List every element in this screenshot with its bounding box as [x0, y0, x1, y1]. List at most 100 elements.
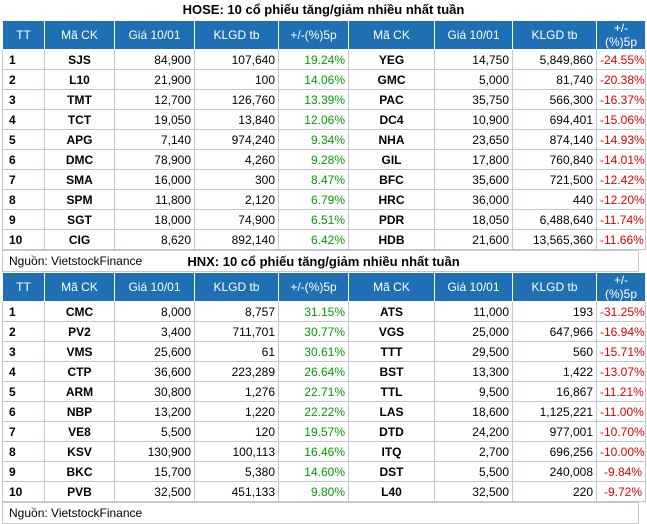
hose-cell-change-loss: -11.74%: [596, 209, 646, 230]
hose-cell-price-loss: 35,600: [434, 169, 513, 190]
hnx-cell-price-gain: 3,400: [114, 321, 195, 342]
hose-cell-rank: 9: [2, 209, 45, 230]
hnx-header-rank: TT: [2, 272, 45, 302]
hnx-cell-price-gain: 130,900: [114, 441, 195, 462]
hnx-cell-volume-loss: 647,966: [512, 321, 597, 342]
hose-cell-code-gain: SGT: [44, 209, 115, 230]
hnx-cell-price-loss: 29,500: [434, 341, 513, 362]
hose-cell-change-gain: 12.06%: [278, 109, 349, 130]
hnx-cell-code-loss: LAS: [348, 401, 435, 422]
hose-cell-code-loss: GMC: [348, 69, 435, 90]
hose-cell-price-loss: 18,050: [434, 209, 513, 230]
hnx-cell-price-gain: 13,200: [114, 401, 195, 422]
hose-cell-change-loss: -16.37%: [596, 89, 646, 110]
hnx-cell-rank: 10: [2, 481, 45, 502]
hose-header-change-loss: +/-(%)5p: [596, 20, 646, 50]
hose-cell-volume-gain: 126,760: [194, 89, 279, 110]
hnx-header-change-gain: +/-(%)5p: [278, 272, 349, 302]
hnx-cell-change-gain: 14.60%: [278, 461, 349, 482]
hose-cell-change-gain: 9.28%: [278, 149, 349, 170]
hnx-cell-volume-loss: 1,422: [512, 361, 597, 382]
hose-cell-price-loss: 14,750: [434, 49, 513, 70]
table-row: 1 SJS 84,900 107,640 19.24% YEG 14,750 5,849,86…: [2, 49, 646, 70]
hnx-cell-change-loss: -15.71%: [596, 341, 646, 362]
hnx-cell-code-loss: L40: [348, 481, 435, 502]
hnx-cell-price-gain: 36,600: [114, 361, 195, 382]
hnx-cell-change-loss: -16.94%: [596, 321, 646, 342]
hnx-cell-code-loss: DST: [348, 461, 435, 482]
hose-cell-code-gain: DMC: [44, 149, 115, 170]
hnx-cell-volume-loss: 560: [512, 341, 597, 362]
hnx-cell-code-gain: VMS: [44, 341, 115, 362]
hnx-section: HNX: 10 cổ phiếu tăng/giảm nhiều nhất tu…: [0, 252, 647, 524]
hose-cell-rank: 6: [2, 149, 45, 170]
hnx-cell-price-gain: 32,500: [114, 481, 195, 502]
hose-title: HOSE: 10 cổ phiếu tăng/giảm nhiều nhất t…: [182, 2, 465, 17]
hose-cell-code-loss: BFC: [348, 169, 435, 190]
hose-cell-volume-loss: 81,740: [512, 69, 597, 90]
hnx-cell-rank: 5: [2, 381, 45, 402]
hose-header-price-loss: Giá 10/01: [434, 20, 513, 50]
hose-source: Nguồn: VietstockFinance: [2, 250, 639, 272]
hnx-cell-price-gain: 30,800: [114, 381, 195, 402]
hose-header-price-gain: Giá 10/01: [114, 20, 195, 50]
hnx-cell-code-gain: NBP: [44, 401, 115, 422]
hose-cell-price-loss: 21,600: [434, 229, 513, 250]
hnx-cell-volume-loss: 696,256: [512, 441, 597, 462]
hose-cell-change-loss: -14.93%: [596, 129, 646, 150]
hnx-cell-change-loss: -9.72%: [596, 481, 646, 502]
hnx-cell-code-loss: VGS: [348, 321, 435, 342]
table-row: 4 CTP 36,600 223,289 26.64% BST 13,300 1,422 -13…: [2, 361, 646, 382]
hose-cell-volume-gain: 100: [194, 69, 279, 90]
hnx-cell-change-gain: 31.15%: [278, 301, 349, 322]
hnx-cell-rank: 4: [2, 361, 45, 382]
hose-cell-volume-loss: 694,401: [512, 109, 597, 130]
hose-cell-volume-gain: 300: [194, 169, 279, 190]
hnx-cell-change-loss: -13.07%: [596, 361, 646, 382]
hnx-cell-price-loss: 24,200: [434, 421, 513, 442]
hnx-cell-price-loss: 11,000: [434, 301, 513, 322]
hose-cell-volume-loss: 13,565,360: [512, 229, 597, 250]
hnx-cell-rank: 7: [2, 421, 45, 442]
hnx-cell-volume-gain: 1,276: [194, 381, 279, 402]
hnx-cell-price-loss: 2,700: [434, 441, 513, 462]
hnx-cell-rank: 8: [2, 441, 45, 462]
hose-cell-volume-gain: 13,840: [194, 109, 279, 130]
hose-cell-change-gain: 14.06%: [278, 69, 349, 90]
hose-cell-rank: 2: [2, 69, 45, 90]
hnx-cell-change-gain: 19.57%: [278, 421, 349, 442]
table-row: 2 PV2 3,400 711,701 30.77% VGS 25,000 647,966 -1…: [2, 321, 646, 342]
table-row: 5 ARM 30,800 1,276 22.71% TTL 9,500 16,867 -11.2…: [2, 381, 646, 402]
table-row: 7 SMA 16,000 300 8.47% BFC 35,600 721,500 -12.42…: [2, 169, 646, 190]
hnx-table: TT Mã CK Giá 10/01 KLGD tb +/-(%)5p Mã CK Giá …: [2, 272, 646, 502]
hose-cell-price-loss: 35,750: [434, 89, 513, 110]
hnx-cell-price-loss: 13,300: [434, 361, 513, 382]
hnx-body: 1 CMC 8,000 8,757 31.15% ATS 11,000 193 -31.25% 2…: [2, 301, 646, 502]
hose-cell-code-loss: HRC: [348, 189, 435, 210]
table-row: 2 L10 21,900 100 14.06% GMC 5,000 81,740 -20.38%: [2, 69, 646, 90]
hose-cell-code-gain: SJS: [44, 49, 115, 70]
table-row: 3 TMT 12,700 126,760 13.39% PAC 35,750 566,300-…: [2, 89, 646, 110]
hose-cell-volume-loss: 760,840: [512, 149, 597, 170]
hose-cell-rank: 7: [2, 169, 45, 190]
hose-cell-code-gain: TCT: [44, 109, 115, 130]
hnx-cell-code-gain: CTP: [44, 361, 115, 382]
hose-cell-code-loss: PAC: [348, 89, 435, 110]
hnx-cell-code-gain: KSV: [44, 441, 115, 462]
hose-cell-price-loss: 36,000: [434, 189, 513, 210]
hose-header-code-gain: Mã CK: [44, 20, 115, 50]
hose-cell-change-gain: 6.42%: [278, 229, 349, 250]
hose-cell-code-loss: GIL: [348, 149, 435, 170]
hnx-cell-code-gain: BKC: [44, 461, 115, 482]
hnx-cell-volume-gain: 61: [194, 341, 279, 362]
hnx-header-row: TT Mã CK Giá 10/01 KLGD tb +/-(%)5p Mã CK Giá …: [2, 272, 646, 302]
hnx-cell-volume-gain: 1,220: [194, 401, 279, 422]
hnx-cell-volume-loss: 193: [512, 301, 597, 322]
hnx-source: Nguồn: VietstockFinance: [2, 502, 639, 524]
hose-cell-volume-loss: 440: [512, 189, 597, 210]
hose-cell-price-loss: 10,900: [434, 109, 513, 130]
hnx-cell-volume-loss: 977,001: [512, 421, 597, 442]
hose-cell-price-gain: 21,900: [114, 69, 195, 90]
hose-cell-volume-gain: 892,140: [194, 229, 279, 250]
table-row: 4 TCT 19,050 13,840 12.06% DC4 10,900 694,401 -1…: [2, 109, 646, 130]
